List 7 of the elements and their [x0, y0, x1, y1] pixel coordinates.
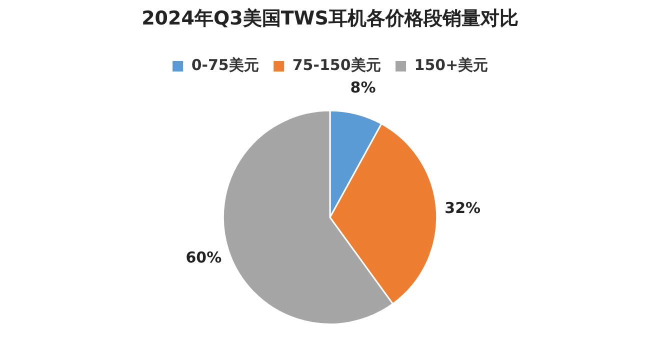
legend-label: 75-150美元 — [292, 56, 381, 74]
data-label: 8% — [350, 78, 376, 97]
data-label: 32% — [444, 198, 481, 217]
legend-label: 150+美元 — [414, 56, 488, 74]
legend-label: 0-75美元 — [191, 56, 259, 74]
data-label: 60% — [186, 248, 222, 266]
chart-title: 2024年Q3美国TWS耳机各价格段销量对比 — [142, 7, 518, 30]
